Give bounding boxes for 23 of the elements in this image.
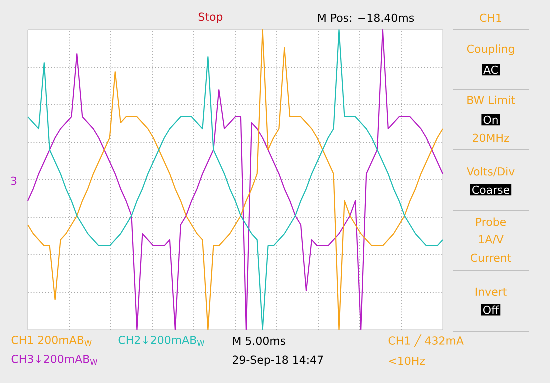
- text: BW Limit: [468, 96, 516, 104]
- text: M 5.00ms: [233, 336, 286, 346]
- text: AC: [484, 66, 498, 74]
- text: 20MHz: [473, 134, 510, 142]
- text: Coupling: [467, 44, 514, 56]
- text: Stop: [198, 12, 223, 24]
- text: 3: [11, 176, 17, 186]
- text: M Pos: −18.40ms: [318, 14, 414, 22]
- text: Current: [470, 254, 512, 262]
- text: CH3↓200mAB$_{W}$: [12, 354, 98, 366]
- text: 1A/V: [479, 235, 504, 245]
- text: CH1: [480, 14, 502, 22]
- text: CH1 200mAB$_{W}$: [12, 336, 92, 346]
- text: CH1 ╱ 432mA: [388, 334, 464, 348]
- text: Volts/Div: [466, 167, 515, 177]
- text: Off: [484, 306, 500, 314]
- text: <10Hz: [389, 356, 425, 366]
- text: Coarse: [472, 186, 510, 194]
- text: CH2↓200mAB$_{W}$: [118, 336, 205, 346]
- text: 29-Sep-18 14:47: [233, 356, 324, 366]
- text: On: [484, 116, 498, 124]
- text: Invert: [476, 288, 507, 296]
- text: Probe: [476, 218, 506, 226]
